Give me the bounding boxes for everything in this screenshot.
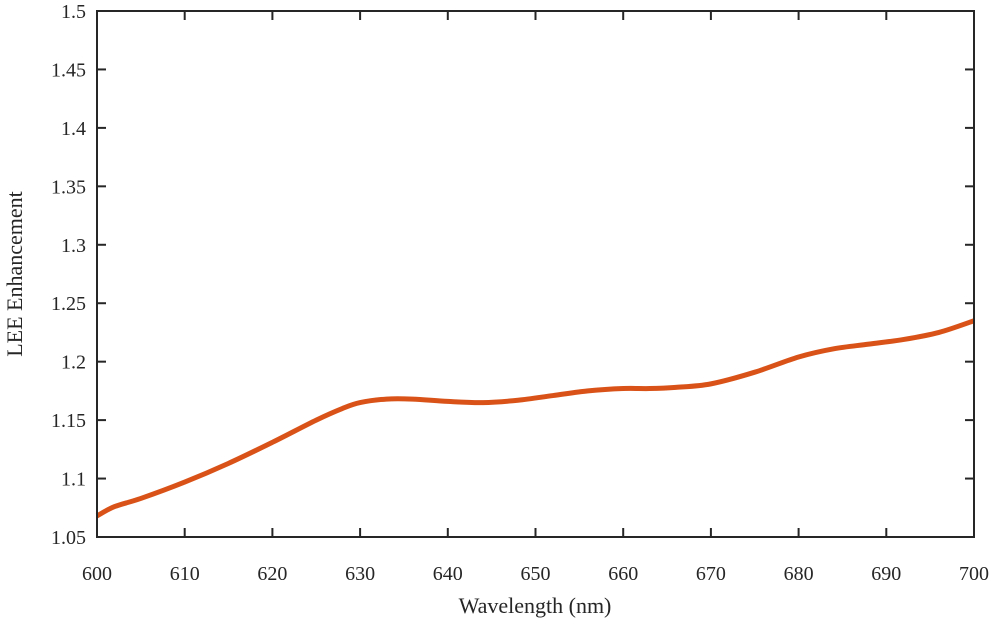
x-tick-label: 650: [521, 563, 551, 585]
x-tick-labels: 600 610 620 630 640 650 660 670 680 690 700: [82, 563, 989, 585]
y-tick-label: 1.4: [61, 118, 86, 140]
x-tick-label: 660: [608, 563, 638, 585]
x-tick-label: 700: [959, 563, 989, 585]
plot-frame: [96, 10, 975, 538]
x-tick-label: 690: [871, 563, 901, 585]
x-tick-label: 670: [696, 563, 726, 585]
y-tick-label: 1.45: [51, 59, 86, 81]
x-tick-label: 620: [257, 563, 287, 585]
x-tick-label: 600: [82, 563, 112, 585]
x-tick-label: 610: [170, 563, 200, 585]
x-tick-label: 680: [784, 563, 814, 585]
y-tick-label: 1.25: [51, 293, 86, 315]
y-tick-label: 1.05: [51, 527, 86, 549]
y-tick-labels: 1.05 1.1 1.15 1.2 1.25 1.3 1.35 1.4 1.45 1.5: [51, 1, 86, 549]
series-layer: [95, 318, 975, 519]
axis-ticks: [96, 10, 975, 538]
y-tick-label: 1.3: [61, 235, 86, 257]
y-tick-label: 1.1: [61, 469, 86, 491]
y-tick-label: 1.35: [51, 176, 86, 198]
x-tick-label: 630: [345, 563, 375, 585]
y-tick-label: 1.2: [61, 352, 86, 374]
x-axis-label: Wavelength (nm): [459, 593, 612, 618]
series-line-1: [95, 318, 975, 519]
x-tick-label: 640: [433, 563, 463, 585]
y-axis-label: LEE Enhancement: [2, 191, 27, 357]
y-tick-label: 1.15: [51, 410, 86, 432]
y-tick-label: 1.5: [61, 1, 86, 23]
